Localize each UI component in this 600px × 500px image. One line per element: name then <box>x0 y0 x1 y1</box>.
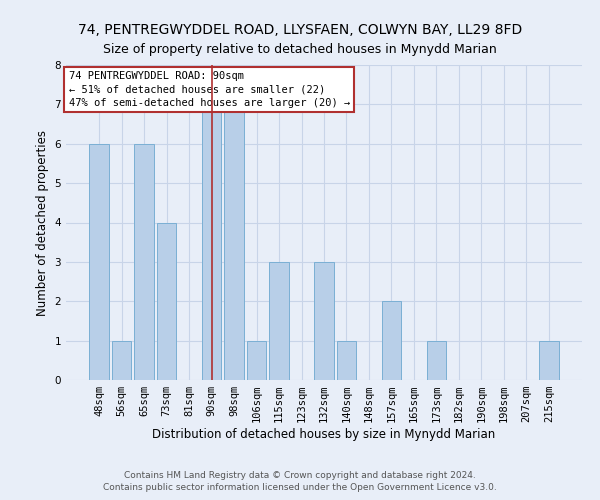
Text: 74, PENTREGWYDDEL ROAD, LLYSFAEN, COLWYN BAY, LL29 8FD: 74, PENTREGWYDDEL ROAD, LLYSFAEN, COLWYN… <box>78 22 522 36</box>
X-axis label: Distribution of detached houses by size in Mynydd Marian: Distribution of detached houses by size … <box>152 428 496 441</box>
Bar <box>89 144 109 380</box>
Bar <box>427 340 446 380</box>
Bar <box>247 340 266 380</box>
Bar <box>539 340 559 380</box>
Bar <box>112 340 131 380</box>
Y-axis label: Number of detached properties: Number of detached properties <box>36 130 49 316</box>
Bar <box>269 262 289 380</box>
Bar <box>134 144 154 380</box>
Text: Size of property relative to detached houses in Mynydd Marian: Size of property relative to detached ho… <box>103 42 497 56</box>
Bar <box>337 340 356 380</box>
Text: Contains HM Land Registry data © Crown copyright and database right 2024.
Contai: Contains HM Land Registry data © Crown c… <box>103 471 497 492</box>
Bar <box>157 222 176 380</box>
Bar <box>224 104 244 380</box>
Bar <box>202 104 221 380</box>
Text: 74 PENTREGWYDDEL ROAD: 90sqm
← 51% of detached houses are smaller (22)
47% of se: 74 PENTREGWYDDEL ROAD: 90sqm ← 51% of de… <box>68 72 350 108</box>
Bar <box>382 301 401 380</box>
Bar <box>314 262 334 380</box>
